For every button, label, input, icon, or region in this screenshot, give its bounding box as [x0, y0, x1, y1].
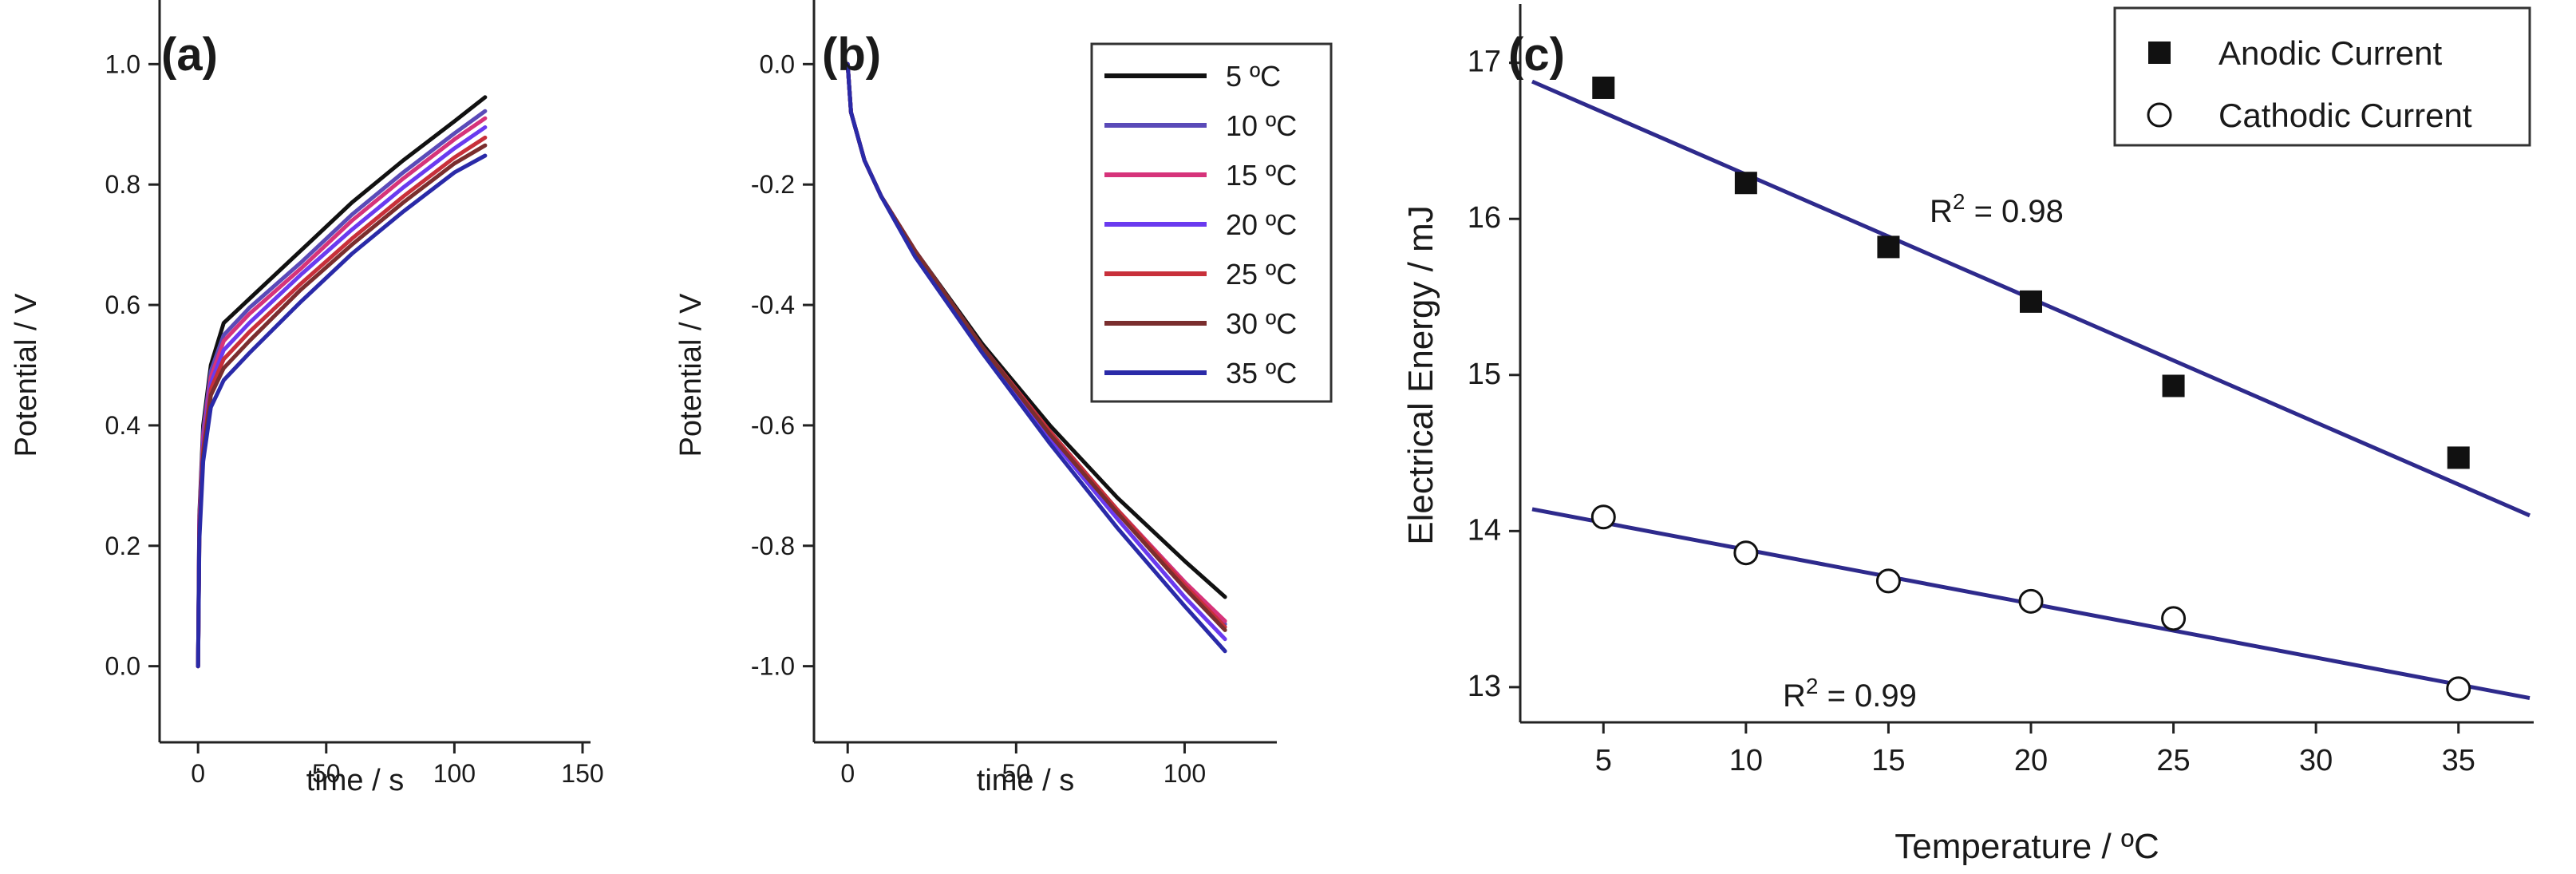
c-y-tick-label: 17 — [1468, 45, 1501, 79]
a-series-line-7 — [196, 153, 488, 669]
b-y-tick-label: -0.6 — [751, 411, 795, 440]
c-cathodic-point — [1590, 504, 1616, 530]
b-series-line-7 — [845, 61, 1227, 654]
b-y-tick-label: -0.8 — [751, 532, 795, 560]
a-series-line-4 — [196, 125, 488, 669]
a-y-tick-label: 0.8 — [105, 170, 140, 199]
c-anodic-point — [1592, 76, 1615, 99]
a-x-tick-label: 50 — [312, 759, 341, 788]
a-series-line-5 — [196, 135, 488, 669]
a-y-tick-label: 0.4 — [105, 411, 140, 440]
c-x-tick-label: 10 — [1729, 744, 1763, 777]
c-y-tick-label: 13 — [1468, 670, 1501, 703]
b-x-tick-label: 50 — [1002, 759, 1031, 788]
c-y-tick-label: 15 — [1468, 358, 1501, 391]
c-legend-frame — [2113, 6, 2531, 147]
c-anodic-point — [2447, 446, 2470, 469]
panel-a-chart: 0 50 100 150 0.0 0.2 0.4 0.6 0.8 1.0 (a) time / s… — [10, 0, 604, 797]
a-x-tick-label: 150 — [561, 759, 603, 788]
c-x-tick-label: 5 — [1595, 744, 1612, 777]
b-legend-label: 30 ºC — [1226, 307, 1297, 340]
c-x-tick-label: 30 — [2299, 744, 2333, 777]
a-x-tick-label: 0 — [191, 759, 205, 788]
c-x-tick-label: 20 — [2014, 744, 2048, 777]
panel-b-chart: 0 50 100 0.0 -0.2 -0.4 -0.6 -0.8 -1.0 (b) time /… — [674, 0, 1333, 797]
c-x-tick-label: 25 — [2156, 744, 2190, 777]
a-y-tick-label: 0.2 — [105, 532, 140, 560]
panel-b-legend: 5 ºC 10 ºC 15 ºC 20 ºC 25 ºC 30 ºC 35 ºC — [1090, 42, 1333, 403]
b-x-tick-label: 100 — [1164, 759, 1206, 788]
c-anodic-point — [2020, 290, 2042, 313]
c-anodic-point — [2162, 374, 2185, 397]
c-anodic-point — [1877, 235, 1900, 259]
c-r-squared-cathodic: R2 = 0.99 — [1783, 674, 1917, 714]
b-legend-label: 20 ºC — [1226, 208, 1297, 241]
c-x-tick-label: 35 — [2442, 744, 2475, 777]
panel-b-y-axis-title: Potential / V — [674, 293, 708, 457]
c-y-tick-label: 14 — [1468, 513, 1501, 547]
b-x-tick-label: 0 — [840, 759, 855, 788]
panel-a-y-axis-title: Potential / V — [10, 293, 43, 457]
c-legend-label: Anodic Current — [2218, 34, 2442, 72]
b-legend-label: 35 ºC — [1226, 357, 1297, 390]
c-cathodic-point — [2018, 588, 2044, 614]
c-x-tick-label: 15 — [1871, 744, 1905, 777]
c-legend-marker-anodic — [2148, 42, 2171, 64]
c-legend-marker-cathodic — [2147, 102, 2172, 128]
panel-c-x-axis-title: Temperature / ºC — [1894, 827, 2159, 866]
b-y-tick-label: -1.0 — [751, 652, 795, 681]
c-legend-label: Cathodic Current — [2218, 97, 2472, 134]
b-y-tick-label: -0.4 — [751, 291, 795, 319]
c-r-squared-anodic: R2 = 0.98 — [1930, 189, 2064, 229]
c-cathodic-point — [2446, 676, 2471, 702]
panel-b-x-axis-title: time / s — [977, 764, 1074, 797]
panel-b-label: (b) — [822, 29, 881, 81]
c-anodic-point — [1734, 172, 1757, 195]
a-y-tick-label: 0.0 — [105, 652, 140, 681]
c-cathodic-point — [1733, 540, 1759, 566]
c-cathodic-point — [2161, 606, 2187, 631]
a-y-tick-label: 0.6 — [105, 291, 140, 319]
a-y-tick-label: 1.0 — [105, 49, 140, 78]
panel-a-x-axis-title: time / s — [306, 764, 404, 797]
c-y-tick-label: 16 — [1468, 201, 1501, 235]
a-series-line-3 — [196, 116, 488, 669]
panel-c-y-axis-title: Electrical Energy / mJ — [1401, 205, 1440, 544]
a-series-line-2 — [196, 109, 488, 669]
panel-c-legend: Anodic Current Cathodic Current — [2113, 6, 2531, 147]
a-x-tick-label: 100 — [433, 759, 476, 788]
panel-a-label: (a) — [161, 29, 218, 81]
b-legend-label: 15 ºC — [1226, 159, 1297, 192]
panel-c-label: (c) — [1508, 29, 1565, 81]
b-y-tick-label: -0.2 — [751, 170, 795, 199]
b-y-tick-label: 0.0 — [760, 49, 795, 78]
b-legend-label: 25 ºC — [1226, 258, 1297, 291]
b-legend-label: 5 ºC — [1226, 60, 1281, 93]
panel-c-chart: R2 = 0.98 R2 = 0.99 5 10 15 20 25 30 35 13 14 15 16… — [1401, 4, 2534, 866]
b-legend-label: 10 ºC — [1226, 109, 1297, 142]
c-cathodic-point — [1875, 568, 1901, 594]
